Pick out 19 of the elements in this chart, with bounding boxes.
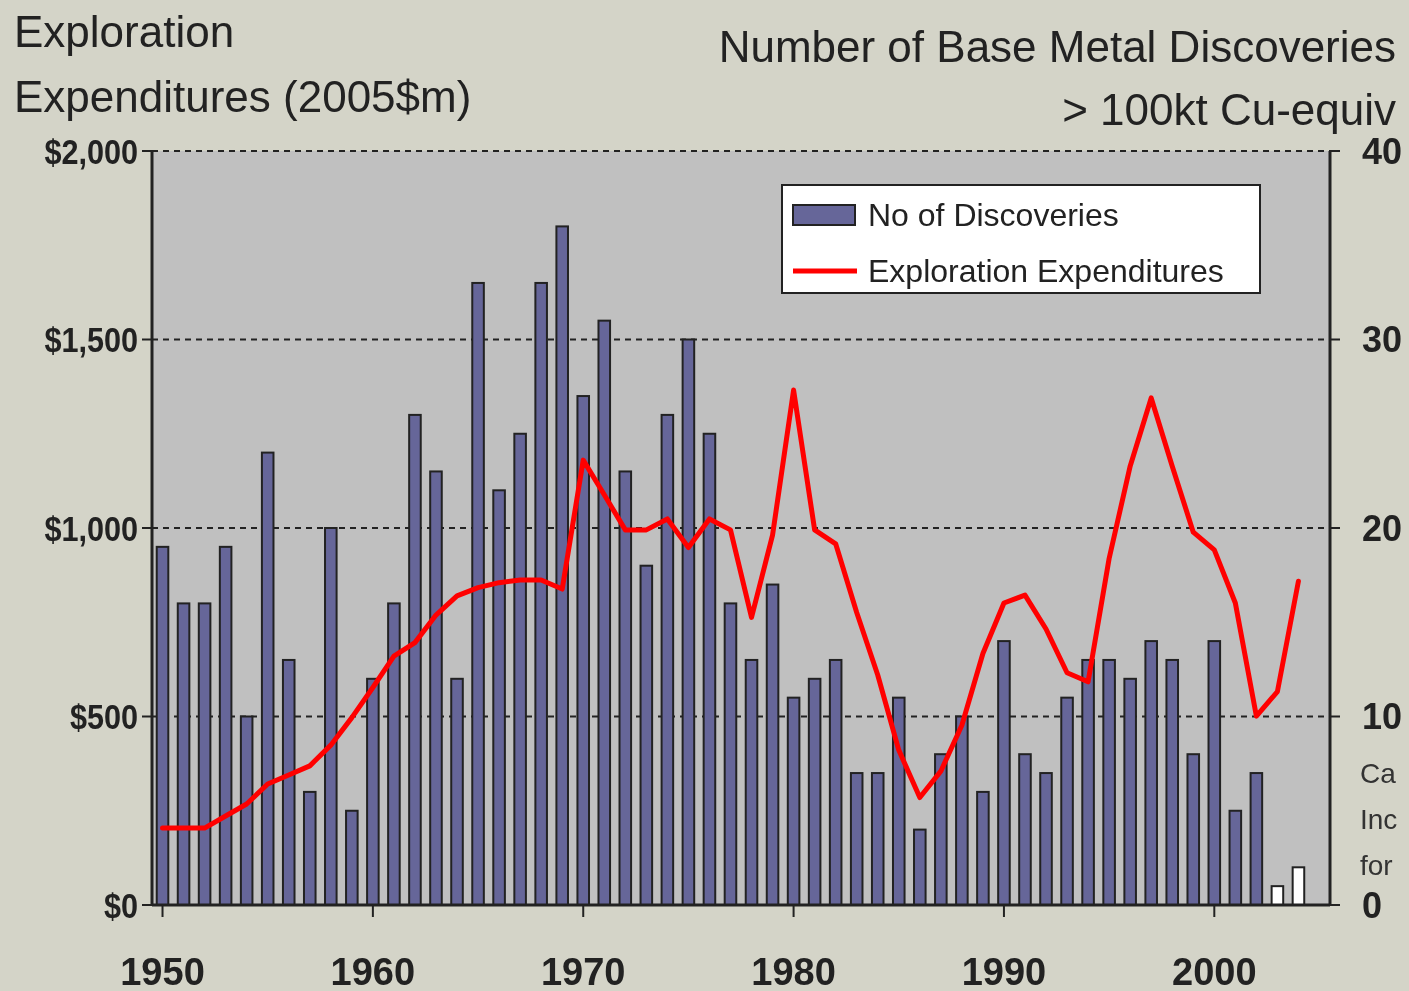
x-tick-label: 2000 [1172,951,1257,991]
legend-label: No of Discoveries [868,197,1119,233]
y2-tick-label: 30 [1362,319,1403,361]
y-tick-label: $0 [103,885,138,926]
x-tick-label: 1960 [330,951,416,991]
x-tick-label: 1970 [540,951,626,991]
x-tick-label: 1980 [751,951,836,991]
y2-tick-label: 10 [1362,696,1403,738]
legend-label: Exploration Expenditures [868,253,1224,289]
y-tick-label: $2,000 [44,131,138,172]
y2-tick-label: 0 [1362,884,1383,926]
y-axis-title: Exploration Expenditures (2005$m) [14,7,472,121]
y-tick-label: $1,000 [44,508,138,549]
y-tick-label: $500 [69,696,138,737]
y-tick-label: $1,500 [44,319,138,360]
x-tick-label: 1950 [120,951,205,991]
text: Ca Inc for [1360,758,1398,881]
x-tick-label: 1990 [961,951,1047,991]
y2-tick-label: 20 [1362,507,1403,549]
